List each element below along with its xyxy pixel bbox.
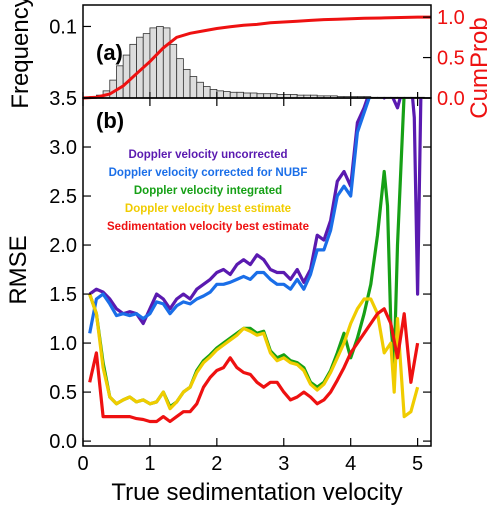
ytick-label: 0.1 [49, 16, 77, 38]
ytick-label: 1.0 [49, 333, 77, 355]
histogram-bar [189, 76, 198, 99]
panel-a-x-ticks [82, 92, 419, 98]
panel-a: 0.1 0.0 0.5 1.0 (a) Frequency CumProb [7, 0, 493, 119]
xtick-label: 5 [412, 453, 423, 475]
panel-b-y-ticks: 0.0 0.5 1.0 1.5 2.0 2.5 3.0 3.5 [49, 88, 431, 453]
histogram-bar [176, 58, 184, 99]
histogram-bar [236, 91, 245, 99]
histogram-bars [82, 26, 425, 99]
histogram-bar [249, 92, 258, 99]
panel-b-x-ticks: 0 1 2 3 4 5 [77, 98, 423, 475]
histogram-bar [223, 91, 231, 99]
ytick-label: 2.0 [49, 235, 77, 257]
legend-entry-best-doppler: Doppler velocity best estimate [125, 203, 291, 215]
panel-a-label: (a) [96, 40, 123, 65]
y2tick-label: 0.0 [437, 88, 465, 110]
histogram-bar [229, 91, 238, 99]
histogram-bar [162, 27, 171, 99]
ytick-label: 3.0 [49, 137, 77, 159]
panel-a-left-ticks: 0.1 [49, 16, 91, 38]
histogram-bar [216, 90, 224, 99]
xtick-label: 3 [278, 453, 289, 475]
histogram-bar [156, 26, 164, 99]
legend-entry-sedimentation: Sedimentation velocity best estimate [107, 221, 309, 233]
y2tick-label: 0.5 [437, 48, 465, 70]
panel-b: 0.0 0.5 1.0 1.5 2.0 2.5 3.0 3.5 0 1 2 3 4 5 (b) RMSE… [5, 88, 432, 506]
panel-a-y2label: CumProb [466, 17, 493, 118]
panel-b-ylabel: RMSE [5, 235, 32, 304]
ytick-label: 0.0 [49, 431, 77, 453]
xtick-label: 2 [211, 453, 222, 475]
panel-b-frame [82, 97, 432, 447]
histogram-bar [122, 54, 131, 99]
series-line-4 [88, 307, 420, 424]
ytick-label: 0.5 [49, 382, 77, 404]
panel-a-right-ticks: 0.0 0.5 1.0 [423, 7, 465, 110]
series-line-3 [88, 293, 420, 419]
cumulative-probability-line [82, 15, 431, 100]
legend-entry-nubf: Doppler velocity corrected for NUBF [109, 167, 308, 179]
ytick-label: 3.5 [49, 88, 77, 110]
ytick-label: 2.5 [49, 186, 77, 208]
legend-entry-integrated: Doppler velocity integrated [134, 185, 282, 197]
ytick-label: 1.5 [49, 284, 77, 306]
legend-entry-uncorrected: Doppler velocity uncorrected [128, 149, 287, 161]
histogram-bar [209, 89, 218, 99]
histogram-bar [149, 27, 158, 99]
xtick-label: 0 [77, 453, 88, 475]
panel-b-xlabel: True sedimentation velocity [111, 479, 402, 506]
xtick-label: 1 [144, 453, 155, 475]
y2tick-label: 1.0 [437, 7, 465, 29]
panel-a-ylabel: Frequency [7, 0, 34, 109]
series-line-1 [88, 98, 371, 334]
legend: Doppler velocity uncorrected Doppler vel… [107, 149, 309, 233]
histogram-bar [182, 68, 191, 99]
histogram-bar [169, 43, 178, 99]
histogram-bar [203, 86, 211, 99]
histogram-bar [243, 92, 251, 99]
panel-b-label: (b) [96, 108, 124, 133]
series-lines [88, 98, 423, 424]
histogram-bar [116, 65, 124, 99]
histogram-bar [196, 81, 204, 99]
xtick-label: 4 [345, 453, 356, 475]
histogram-bar [129, 43, 137, 99]
